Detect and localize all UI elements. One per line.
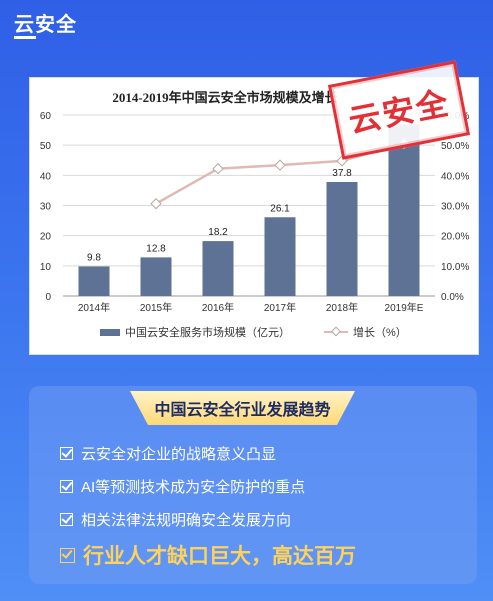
- y2-tick-label: 40.0%: [441, 171, 469, 182]
- checkbox-icon: [60, 480, 73, 493]
- y-tick-label: 50: [40, 141, 52, 152]
- checkbox-icon: [60, 447, 73, 460]
- trend-item-label: AI等预测技术成为安全防护的重点: [81, 479, 306, 496]
- bar: [140, 257, 172, 296]
- x-tick-label: 2015年: [140, 301, 172, 314]
- y-tick-label: 60: [40, 111, 52, 122]
- legend-marker: [331, 326, 341, 337]
- x-tick-label: 2016年: [202, 301, 234, 314]
- trend-item-label: 行业人才缺口巨大，高达百万: [83, 545, 356, 568]
- growth-point: [212, 163, 224, 175]
- trend-item-label: 相关法律法规明确安全发展方向: [81, 512, 292, 529]
- y-tick-label: 40: [40, 171, 52, 182]
- y2-tick-label: 10.0%: [441, 262, 469, 273]
- bar: [264, 217, 296, 296]
- trend-item: 云安全对企业的战略意义凸显: [60, 443, 276, 464]
- growth-point: [150, 198, 162, 210]
- x-tick-label: 2017年: [264, 301, 296, 314]
- y2-tick-label: 30.0%: [441, 202, 469, 213]
- data-label: 26.1: [270, 203, 290, 214]
- data-label: 12.8: [146, 243, 166, 254]
- legend-swatch-bar: [100, 329, 120, 336]
- y-tick-label: 0: [45, 292, 51, 303]
- y-tick-label: 20: [40, 232, 52, 243]
- bar: [202, 241, 234, 296]
- checkbox-icon: [60, 513, 73, 526]
- data-label: 18.2: [208, 227, 228, 238]
- bar: [388, 124, 420, 296]
- y2-tick-label: 0.0%: [441, 292, 464, 303]
- y-tick-label: 30: [40, 202, 52, 213]
- growth-point: [274, 159, 286, 171]
- legend-label-bar: 中国云安全服务市场规模（亿元）: [125, 325, 290, 339]
- title-underline: [14, 36, 36, 39]
- legend-label-line: 增长（%）: [353, 325, 407, 339]
- chart-title: 2014-2019年中国云安全市场规模及增长: [112, 90, 338, 105]
- trend-item-highlight: 行业人才缺口巨大，高达百万: [60, 540, 356, 570]
- x-tick-label: 2014年: [78, 301, 110, 314]
- y-tick-label: 10: [40, 262, 52, 273]
- y2-tick-label: 50.0%: [441, 141, 469, 152]
- trend-item-label: 云安全对企业的战略意义凸显: [81, 446, 277, 463]
- checkbox-icon: [60, 547, 75, 563]
- bar: [326, 181, 358, 296]
- data-label: 9.8: [87, 252, 101, 263]
- trend-item: 相关法律法规明确安全发展方向: [60, 509, 291, 530]
- bar: [78, 266, 110, 296]
- page-title: 云安全: [14, 14, 77, 36]
- y2-tick-label: 20.0%: [441, 232, 469, 243]
- x-tick-label: 2018年: [326, 301, 358, 314]
- trends-title: 中国云安全行业发展趋势: [130, 391, 355, 425]
- data-label: 37.8: [332, 168, 352, 179]
- trend-item: AI等预测技术成为安全防护的重点: [60, 476, 305, 497]
- x-tick-label: 2019年E: [385, 301, 424, 314]
